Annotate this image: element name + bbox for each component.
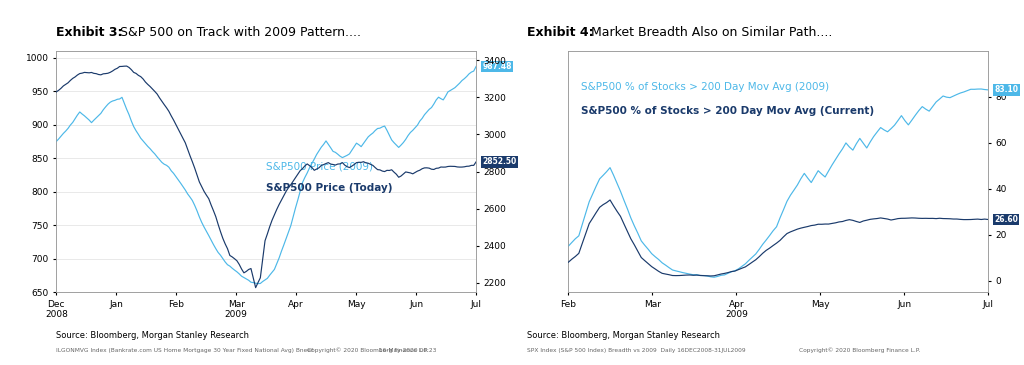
Text: Exhibit 3:: Exhibit 3: — [56, 26, 123, 39]
Text: 987.48: 987.48 — [482, 62, 512, 71]
Text: Exhibit 4:: Exhibit 4: — [527, 26, 594, 39]
Text: Copyright© 2020 Bloomberg Finance L.P.: Copyright© 2020 Bloomberg Finance L.P. — [307, 347, 429, 353]
Text: 16-May-2020 06:23: 16-May-2020 06:23 — [379, 348, 436, 353]
Text: Market Breadth Also on Similar Path....: Market Breadth Also on Similar Path.... — [591, 26, 833, 39]
Text: S&P500 % of Stocks > 200 Day Mov Avg (2009): S&P500 % of Stocks > 200 Day Mov Avg (20… — [581, 82, 829, 92]
Text: Source: Bloomberg, Morgan Stanley Research: Source: Bloomberg, Morgan Stanley Resear… — [56, 331, 249, 339]
Text: 83.10: 83.10 — [994, 85, 1019, 95]
Text: Source: Bloomberg, Morgan Stanley Research: Source: Bloomberg, Morgan Stanley Resear… — [527, 331, 720, 339]
Text: SPX Index (S&P 500 Index) Breadth vs 2009  Daily 16DEC2008-31JUL2009: SPX Index (S&P 500 Index) Breadth vs 200… — [527, 348, 746, 353]
Text: 26.60: 26.60 — [994, 215, 1018, 224]
Text: ILGONMVG Index (Bankrate.com US Home Mortgage 30 Year Fixed National Avg) Bneef: ILGONMVG Index (Bankrate.com US Home Mor… — [56, 348, 313, 353]
Text: S&P500 % of Stocks > 200 Day Mov Avg (Current): S&P500 % of Stocks > 200 Day Mov Avg (Cu… — [581, 106, 874, 116]
Text: S&P 500 on Track with 2009 Pattern....: S&P 500 on Track with 2009 Pattern.... — [120, 26, 360, 39]
Text: 2852.50: 2852.50 — [482, 157, 517, 166]
Text: S&P500 Price (2009): S&P500 Price (2009) — [266, 162, 373, 172]
Text: S&P500 Price (Today): S&P500 Price (Today) — [266, 184, 392, 193]
Text: Copyright© 2020 Bloomberg Finance L.P.: Copyright© 2020 Bloomberg Finance L.P. — [799, 347, 921, 353]
